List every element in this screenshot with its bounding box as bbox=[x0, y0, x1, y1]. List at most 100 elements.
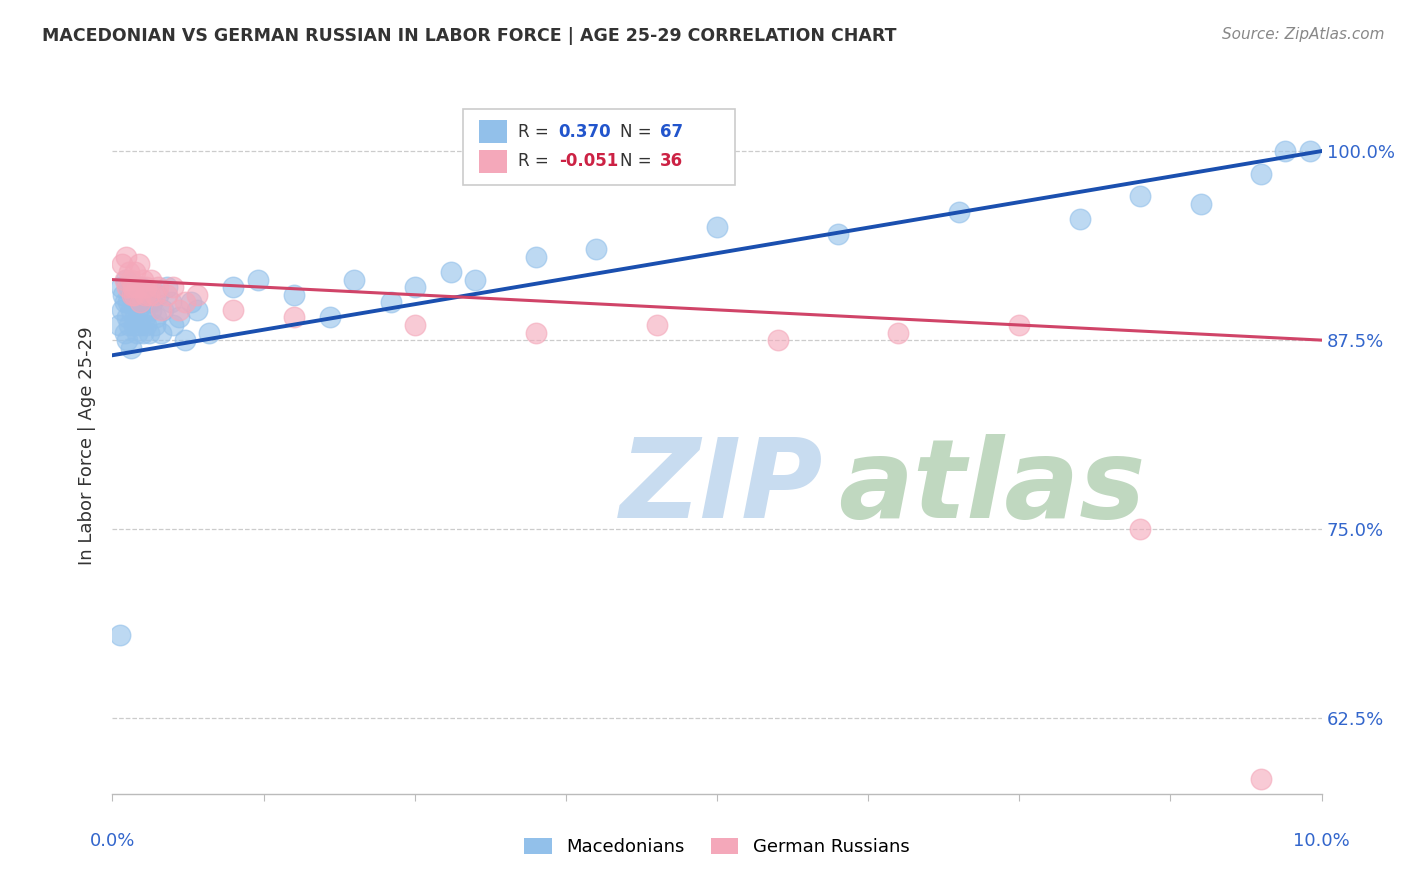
Point bbox=[114, 272, 136, 286]
Point bbox=[134, 287, 156, 301]
Point bbox=[121, 287, 143, 301]
Point bbox=[167, 310, 190, 325]
Text: N =: N = bbox=[620, 153, 657, 170]
Point bbox=[167, 302, 190, 317]
Point bbox=[827, 227, 849, 242]
Text: 10.0%: 10.0% bbox=[1294, 831, 1350, 850]
Point bbox=[1129, 189, 1152, 203]
Text: 36: 36 bbox=[661, 153, 683, 170]
Point bbox=[138, 287, 160, 301]
Point bbox=[156, 280, 179, 294]
Point bbox=[148, 287, 170, 301]
Point bbox=[141, 302, 163, 317]
Point bbox=[132, 287, 155, 301]
Point bbox=[246, 272, 269, 286]
Point bbox=[1189, 197, 1212, 211]
Point bbox=[129, 318, 152, 332]
Point bbox=[343, 272, 366, 286]
Text: Source: ZipAtlas.com: Source: ZipAtlas.com bbox=[1222, 27, 1385, 42]
Point bbox=[145, 310, 167, 325]
Point bbox=[174, 333, 197, 347]
Point bbox=[1274, 144, 1296, 158]
Point bbox=[143, 287, 166, 301]
Text: R =: R = bbox=[517, 153, 554, 170]
Point bbox=[131, 280, 153, 294]
Point bbox=[198, 326, 221, 340]
Text: N =: N = bbox=[620, 122, 657, 141]
Point bbox=[128, 258, 150, 272]
Point bbox=[1250, 167, 1272, 181]
Text: -0.051: -0.051 bbox=[558, 153, 617, 170]
Point bbox=[380, 295, 402, 310]
Point bbox=[114, 250, 136, 264]
Point bbox=[115, 280, 138, 294]
Point bbox=[524, 326, 547, 340]
Point bbox=[135, 318, 157, 332]
Point bbox=[114, 272, 136, 286]
Point bbox=[118, 318, 141, 332]
Point bbox=[107, 318, 129, 332]
Point bbox=[111, 258, 134, 272]
Point bbox=[585, 243, 607, 257]
Text: ZIP: ZIP bbox=[620, 434, 824, 541]
Point bbox=[887, 326, 910, 340]
Point bbox=[124, 265, 146, 279]
Point bbox=[645, 318, 668, 332]
Point bbox=[108, 628, 131, 642]
FancyBboxPatch shape bbox=[463, 109, 735, 186]
Point bbox=[186, 302, 208, 317]
Legend: Macedonians, German Russians: Macedonians, German Russians bbox=[516, 829, 918, 865]
Point bbox=[464, 272, 486, 286]
Point bbox=[404, 280, 426, 294]
Point bbox=[129, 295, 152, 310]
Bar bbox=[479, 150, 506, 173]
Point bbox=[162, 280, 184, 294]
Point bbox=[122, 295, 145, 310]
Bar bbox=[479, 120, 506, 144]
Point bbox=[114, 326, 136, 340]
Point bbox=[115, 333, 138, 347]
Text: 0.0%: 0.0% bbox=[90, 831, 135, 850]
Point bbox=[222, 302, 245, 317]
Point bbox=[1069, 212, 1091, 227]
Point bbox=[138, 326, 160, 340]
Point bbox=[1298, 144, 1320, 158]
Point bbox=[114, 295, 136, 310]
Point bbox=[186, 287, 208, 301]
Point bbox=[128, 295, 150, 310]
Point bbox=[112, 287, 135, 301]
Text: 0.370: 0.370 bbox=[558, 122, 612, 141]
Point bbox=[440, 265, 463, 279]
Point bbox=[134, 310, 156, 325]
Point bbox=[222, 280, 245, 294]
Text: atlas: atlas bbox=[838, 434, 1146, 541]
Point bbox=[706, 219, 728, 234]
Point bbox=[121, 287, 143, 301]
Point bbox=[141, 272, 163, 286]
Text: 67: 67 bbox=[661, 122, 683, 141]
Text: R =: R = bbox=[517, 122, 554, 141]
Text: MACEDONIAN VS GERMAN RUSSIAN IN LABOR FORCE | AGE 25-29 CORRELATION CHART: MACEDONIAN VS GERMAN RUSSIAN IN LABOR FO… bbox=[42, 27, 897, 45]
Point bbox=[120, 341, 142, 355]
Point bbox=[122, 287, 145, 301]
Point bbox=[122, 318, 145, 332]
Point bbox=[125, 280, 148, 294]
Point bbox=[110, 280, 132, 294]
Point bbox=[162, 318, 184, 332]
Point bbox=[149, 302, 172, 317]
Point bbox=[283, 287, 305, 301]
Point bbox=[141, 295, 163, 310]
Point bbox=[127, 302, 149, 317]
Point bbox=[115, 310, 138, 325]
Point bbox=[948, 204, 970, 219]
Point bbox=[159, 295, 181, 310]
Point bbox=[283, 310, 305, 325]
Point bbox=[132, 326, 155, 340]
Point bbox=[138, 295, 160, 310]
Point bbox=[149, 326, 172, 340]
Point bbox=[152, 302, 174, 317]
Point bbox=[132, 272, 155, 286]
Point bbox=[125, 326, 148, 340]
Point bbox=[122, 280, 145, 294]
Point bbox=[135, 280, 157, 294]
